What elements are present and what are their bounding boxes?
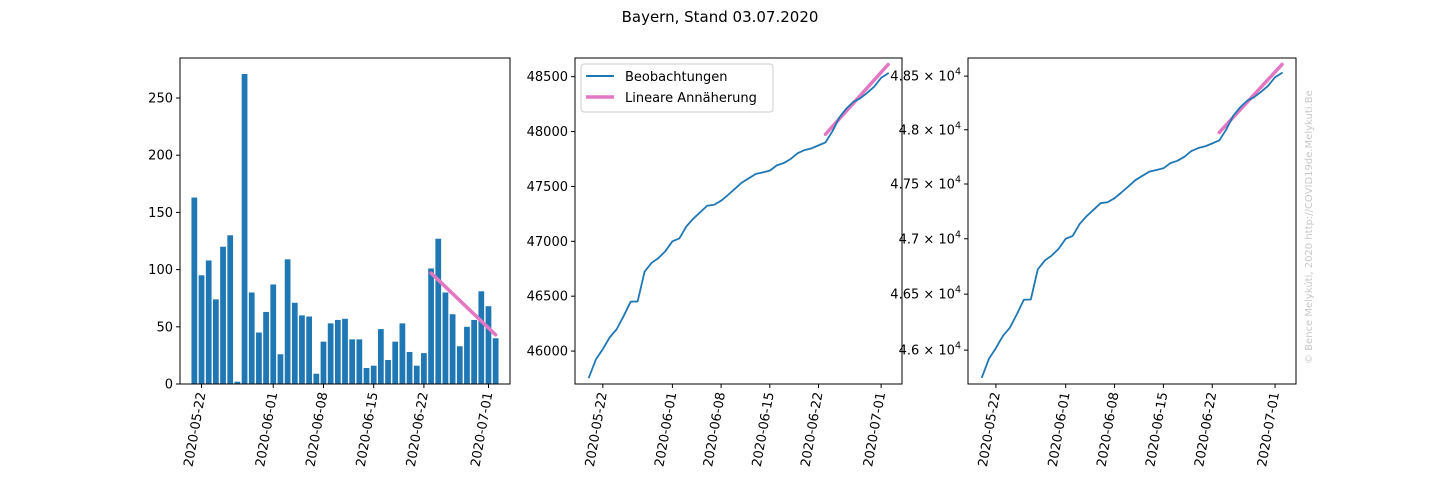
x-tick-label: 2020-05-22 <box>182 391 210 468</box>
bar <box>442 292 449 384</box>
x-tick-label: 2020-06-01 <box>652 391 680 468</box>
x-tick-label: 2020-06-15 <box>750 391 778 468</box>
bar <box>256 332 262 384</box>
bar <box>320 341 327 384</box>
bar <box>378 329 384 384</box>
legend-label-fit: Lineare Annäherung <box>625 91 757 106</box>
bar <box>492 338 499 384</box>
bar <box>334 319 341 384</box>
bar <box>406 351 413 384</box>
bar <box>306 316 312 384</box>
cumulative-log-panel: 4.6 × 104 4.65 × 104 4.7 × 104 4.75 × 104 4.… <box>890 57 1297 468</box>
y-tick-label: 47000 <box>527 235 568 250</box>
y-tick-label: 4.6 × 104 <box>899 341 961 359</box>
bar <box>399 323 406 384</box>
x-tick-label: 2020-06-08 <box>304 391 332 468</box>
y-tick-label: 4.65 × 104 <box>890 285 961 303</box>
bar <box>421 353 427 384</box>
bar <box>198 275 205 384</box>
y-tick-label: 50 <box>156 320 173 335</box>
bar <box>471 319 477 384</box>
bar <box>277 354 284 384</box>
bar <box>327 323 334 384</box>
axes-frame <box>179 57 511 385</box>
bar <box>205 260 212 384</box>
legend: Beobachtungen Lineare Annäherung <box>580 63 774 113</box>
bar <box>248 292 255 384</box>
x-tick-label: 2020-06-22 <box>404 391 432 468</box>
axes-frame <box>967 57 1297 385</box>
daily-cases-bar-panel: 0 50 100 150 200 250 2020-05-22 2020-06-01 2020-… <box>148 57 511 468</box>
y-tick-label: 46500 <box>527 290 568 305</box>
bar <box>220 246 226 384</box>
bar <box>435 238 442 384</box>
x-tick-label: 2020-07-01 <box>1255 391 1283 468</box>
y-tick-label: 46000 <box>527 345 568 360</box>
x-tick-label: 2020-06-15 <box>354 391 382 468</box>
x-tick-label: 2020-06-15 <box>1143 391 1171 468</box>
bar <box>428 268 434 384</box>
y-tick-label: 4.7 × 104 <box>899 229 961 247</box>
bar <box>356 339 363 384</box>
bar <box>485 306 492 384</box>
bar <box>342 318 348 384</box>
bar <box>291 302 298 384</box>
y-tick-label: 4.8 × 104 <box>899 120 961 138</box>
bar <box>349 339 356 384</box>
bar <box>456 346 463 384</box>
bar <box>464 326 470 384</box>
bar <box>241 74 248 384</box>
observed-line <box>588 72 889 379</box>
x-tick-label: 2020-05-22 <box>976 391 1004 468</box>
x-tick-label: 2020-06-22 <box>799 391 827 468</box>
y-tick-label: 0 <box>165 378 173 393</box>
bar <box>270 284 277 384</box>
bar <box>413 365 420 384</box>
bar <box>213 299 219 384</box>
bar <box>227 235 234 384</box>
bar <box>191 197 198 384</box>
fit-line <box>429 271 498 337</box>
legend-label-observed: Beobachtungen <box>625 70 728 85</box>
bar <box>370 365 377 384</box>
bar <box>385 359 391 384</box>
observed-line <box>981 72 1283 379</box>
x-tick-label: 2020-06-01 <box>1046 391 1074 468</box>
x-tick-label: 2020-06-08 <box>1095 391 1123 468</box>
bar <box>392 341 399 384</box>
cumulative-linear-panel: 46000 46500 47000 47500 48000 48500 2020-05-22… <box>527 57 903 468</box>
x-tick-label: 2020-06-22 <box>1192 391 1220 468</box>
x-tick-label: 2020-06-01 <box>253 391 281 468</box>
y-tick-label: 4.75 × 104 <box>890 174 961 192</box>
y-tick-label: 4.85 × 104 <box>890 67 961 85</box>
bar <box>234 381 241 384</box>
bar <box>478 291 485 384</box>
legend-box <box>580 63 774 113</box>
y-tick-label: 200 <box>148 149 173 164</box>
y-tick-label: 47500 <box>527 180 568 195</box>
bar <box>363 367 370 384</box>
figure-title: Bayern, Stand 03.07.2020 <box>622 8 819 26</box>
y-tick-label: 48500 <box>527 70 568 85</box>
x-tick-label: 2020-07-01 <box>469 391 497 468</box>
y-tick-label: 250 <box>148 92 173 107</box>
bar <box>299 315 305 384</box>
y-tick-label: 100 <box>148 263 173 278</box>
bar <box>313 373 320 384</box>
x-tick-label: 2020-05-22 <box>583 391 611 468</box>
x-tick-label: 2020-07-01 <box>861 391 889 468</box>
y-tick-label: 48000 <box>527 125 568 140</box>
x-tick-label: 2020-06-08 <box>701 391 729 468</box>
axes-frame <box>574 57 903 385</box>
bar <box>449 314 456 384</box>
bar <box>284 259 291 384</box>
watermark: © Bence Melykúti, 2020 http://COVID19de.… <box>1303 90 1315 364</box>
bar <box>263 311 269 384</box>
y-tick-label: 150 <box>148 206 173 221</box>
